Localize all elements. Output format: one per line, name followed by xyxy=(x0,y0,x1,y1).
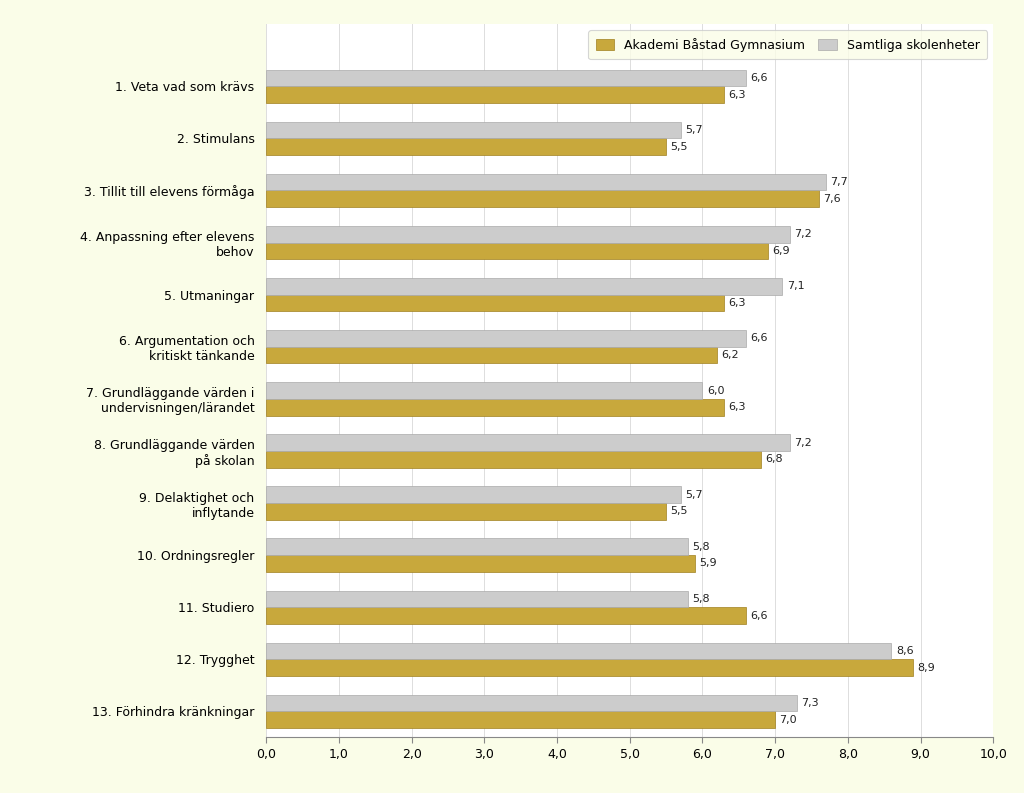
Bar xyxy=(266,382,702,399)
Text: 7,7: 7,7 xyxy=(830,177,848,187)
Bar xyxy=(266,451,761,468)
Bar xyxy=(266,174,826,190)
Text: 5,8: 5,8 xyxy=(692,542,710,552)
Bar xyxy=(266,659,913,676)
Bar xyxy=(266,538,688,555)
Bar xyxy=(266,226,790,243)
Bar xyxy=(266,122,681,139)
Text: 7,6: 7,6 xyxy=(823,193,841,204)
Text: 8,9: 8,9 xyxy=(918,663,935,672)
Text: 7,2: 7,2 xyxy=(794,229,812,239)
Bar xyxy=(266,190,819,207)
Bar xyxy=(266,139,666,155)
Text: 6,8: 6,8 xyxy=(765,454,782,465)
Bar xyxy=(266,243,768,259)
Text: 5,7: 5,7 xyxy=(685,490,702,500)
Text: 7,2: 7,2 xyxy=(794,438,812,447)
Bar xyxy=(266,607,746,624)
Bar xyxy=(266,591,688,607)
Bar xyxy=(266,70,746,86)
Bar xyxy=(266,330,746,347)
Text: 6,3: 6,3 xyxy=(729,402,746,412)
Bar xyxy=(266,711,775,728)
Text: 6,3: 6,3 xyxy=(729,298,746,308)
Text: 5,7: 5,7 xyxy=(685,125,702,135)
Text: 8,6: 8,6 xyxy=(896,646,913,656)
Bar xyxy=(266,486,681,503)
Text: 6,9: 6,9 xyxy=(772,246,790,256)
Bar xyxy=(266,435,790,451)
Legend: Akademi Båstad Gymnasium, Samtliga skolenheter: Akademi Båstad Gymnasium, Samtliga skole… xyxy=(588,30,987,59)
Text: 7,3: 7,3 xyxy=(802,698,819,708)
Bar xyxy=(266,278,782,295)
Text: 5,5: 5,5 xyxy=(671,507,688,516)
Bar xyxy=(266,347,717,363)
Bar xyxy=(266,695,797,711)
Bar xyxy=(266,86,724,103)
Text: 6,6: 6,6 xyxy=(751,611,768,621)
Bar xyxy=(266,642,892,659)
Text: 6,0: 6,0 xyxy=(707,385,724,396)
Text: 7,1: 7,1 xyxy=(786,282,805,291)
Bar xyxy=(266,555,695,572)
Text: 6,6: 6,6 xyxy=(751,333,768,343)
Bar xyxy=(266,295,724,312)
Text: 6,2: 6,2 xyxy=(721,351,739,360)
Text: 6,6: 6,6 xyxy=(751,73,768,83)
Text: 6,3: 6,3 xyxy=(729,90,746,100)
Text: 5,5: 5,5 xyxy=(671,142,688,151)
Text: 5,9: 5,9 xyxy=(699,558,717,569)
Bar xyxy=(266,503,666,519)
Bar xyxy=(266,399,724,416)
Text: 5,8: 5,8 xyxy=(692,594,710,604)
Text: 7,0: 7,0 xyxy=(779,714,797,725)
